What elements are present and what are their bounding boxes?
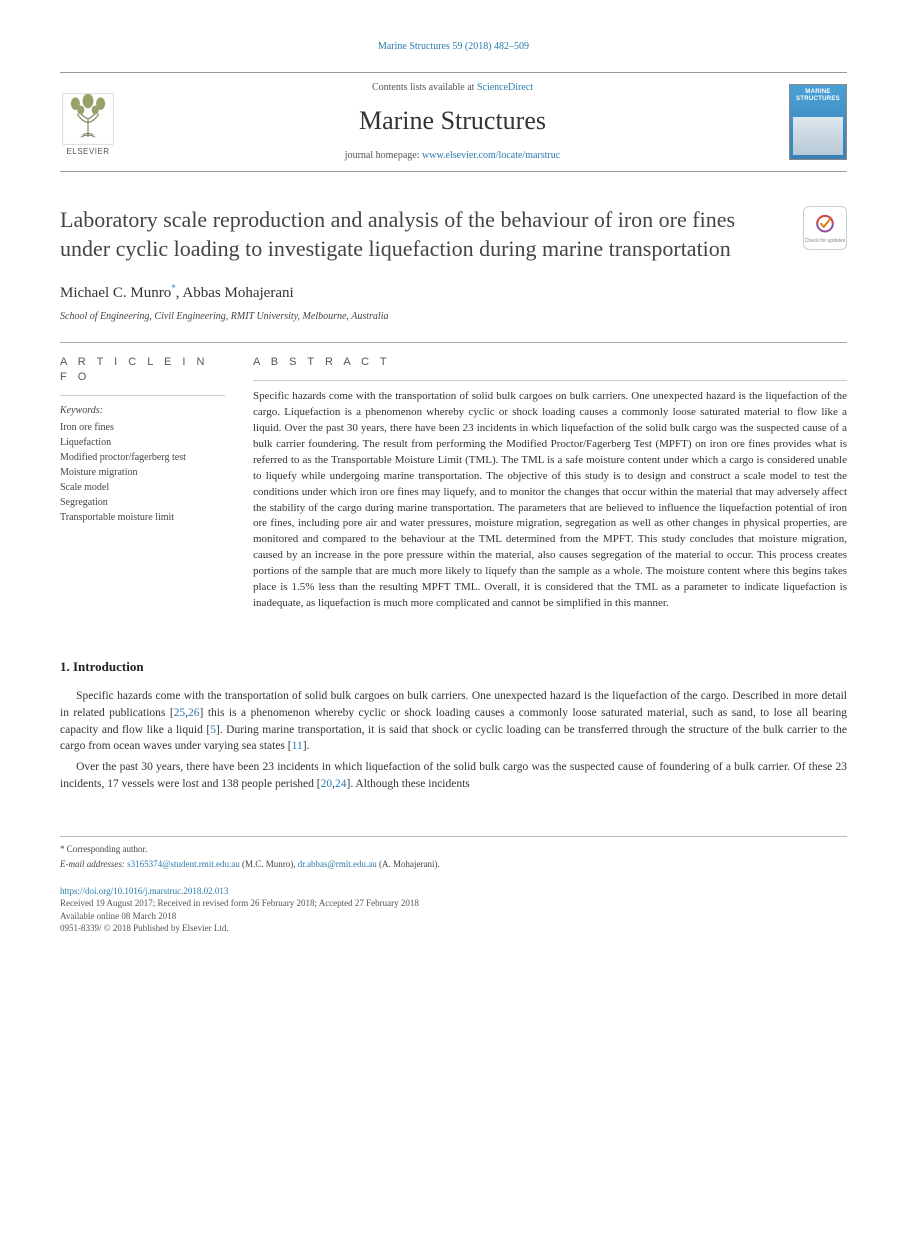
doi-block: https://doi.org/10.1016/j.marstruc.2018.… bbox=[60, 885, 847, 935]
elsevier-logo-text: ELSEVIER bbox=[66, 146, 109, 157]
intro-p2-post: ]. Although these incidents bbox=[346, 778, 469, 790]
available-online: Available online 08 March 2018 bbox=[60, 910, 847, 923]
homepage-prefix: journal homepage: bbox=[345, 150, 422, 161]
info-divider bbox=[60, 395, 225, 396]
keywords-list: Iron ore finesLiquefactionModified proct… bbox=[60, 420, 225, 525]
issn-copyright: 0951-8339/ © 2018 Published by Elsevier … bbox=[60, 922, 847, 935]
check-updates-text: Check for updates bbox=[805, 238, 846, 245]
keyword-item: Iron ore fines bbox=[60, 420, 225, 435]
contents-prefix: Contents lists available at bbox=[372, 82, 477, 93]
keyword-item: Moisture migration bbox=[60, 465, 225, 480]
journal-header: ELSEVIER Contents lists available at Sci… bbox=[60, 72, 847, 172]
abstract-heading: A B S T R A C T bbox=[253, 355, 847, 370]
keyword-item: Transportable moisture limit bbox=[60, 510, 225, 525]
abstract-divider bbox=[253, 380, 847, 381]
email-who-2: (A. Mohajerani). bbox=[377, 859, 440, 869]
abstract-column: A B S T R A C T Specific hazards come wi… bbox=[253, 355, 847, 613]
doi-link[interactable]: https://doi.org/10.1016/j.marstruc.2018.… bbox=[60, 886, 228, 896]
article-history: Received 19 August 2017; Received in rev… bbox=[60, 897, 847, 910]
check-updates-badge[interactable]: Check for updates bbox=[803, 206, 847, 250]
keyword-item: Segregation bbox=[60, 495, 225, 510]
corresponding-author-note: * Corresponding author. bbox=[60, 843, 847, 856]
email-addresses-line: E-mail addresses: s3165374@student.rmit.… bbox=[60, 858, 847, 871]
email-who-1: (M.C. Munro), bbox=[240, 859, 298, 869]
ref-11-link[interactable]: 11 bbox=[292, 740, 303, 752]
contents-available-line: Contents lists available at ScienceDirec… bbox=[130, 81, 775, 95]
elsevier-tree-icon bbox=[61, 92, 115, 146]
authors-line: Michael C. Munro*, Abbas Mohajerani bbox=[60, 282, 847, 304]
affiliation: School of Engineering, Civil Engineering… bbox=[60, 310, 847, 324]
ref-20-link[interactable]: 20 bbox=[321, 778, 333, 790]
keyword-item: Modified proctor/fagerberg test bbox=[60, 450, 225, 465]
author-name: Michael C. Munro bbox=[60, 285, 171, 301]
intro-paragraph-2: Over the past 30 years, there have been … bbox=[60, 759, 847, 792]
header-center: Contents lists available at ScienceDirec… bbox=[130, 81, 775, 163]
journal-homepage-line: journal homepage: www.elsevier.com/locat… bbox=[130, 149, 775, 163]
info-abstract-row: A R T I C L E I N F O Keywords: Iron ore… bbox=[60, 355, 847, 613]
intro-paragraph-1: Specific hazards come with the transport… bbox=[60, 688, 847, 755]
elsevier-logo: ELSEVIER bbox=[60, 87, 116, 157]
article-info-column: A R T I C L E I N F O Keywords: Iron ore… bbox=[60, 355, 225, 613]
article-info-heading: A R T I C L E I N F O bbox=[60, 355, 225, 386]
keyword-item: Scale model bbox=[60, 480, 225, 495]
ref-24-link[interactable]: 24 bbox=[335, 778, 347, 790]
cover-label: MARINE STRUCTURES bbox=[793, 89, 843, 102]
check-updates-icon bbox=[812, 212, 838, 238]
sciencedirect-link[interactable]: ScienceDirect bbox=[477, 82, 533, 93]
email-label: E-mail addresses: bbox=[60, 859, 127, 869]
divider bbox=[60, 342, 847, 343]
ref-25-link[interactable]: 25 bbox=[174, 707, 186, 719]
journal-homepage-link[interactable]: www.elsevier.com/locate/marstruc bbox=[422, 150, 560, 161]
keywords-label: Keywords: bbox=[60, 404, 225, 418]
ref-26-link[interactable]: 26 bbox=[188, 707, 200, 719]
abstract-text: Specific hazards come with the transport… bbox=[253, 389, 847, 612]
footnotes-block: * Corresponding author. E-mail addresses… bbox=[60, 836, 847, 870]
top-citation[interactable]: Marine Structures 59 (2018) 482–509 bbox=[60, 40, 847, 54]
journal-name: Marine Structures bbox=[130, 103, 775, 139]
journal-cover-thumbnail: MARINE STRUCTURES bbox=[789, 84, 847, 160]
intro-heading: 1. Introduction bbox=[60, 658, 847, 676]
cover-image-placeholder bbox=[793, 117, 843, 155]
author-name: Abbas Mohajerani bbox=[182, 285, 293, 301]
keyword-item: Liquefaction bbox=[60, 435, 225, 450]
intro-p1-post: ]. bbox=[303, 740, 310, 752]
email-munro-link[interactable]: s3165374@student.rmit.edu.au bbox=[127, 859, 240, 869]
article-title: Laboratory scale reproduction and analys… bbox=[60, 206, 785, 263]
title-row: Laboratory scale reproduction and analys… bbox=[60, 206, 847, 263]
email-mohajerani-link[interactable]: dr.abbas@rmit.edu.au bbox=[298, 859, 377, 869]
author-marker: * bbox=[171, 283, 176, 293]
